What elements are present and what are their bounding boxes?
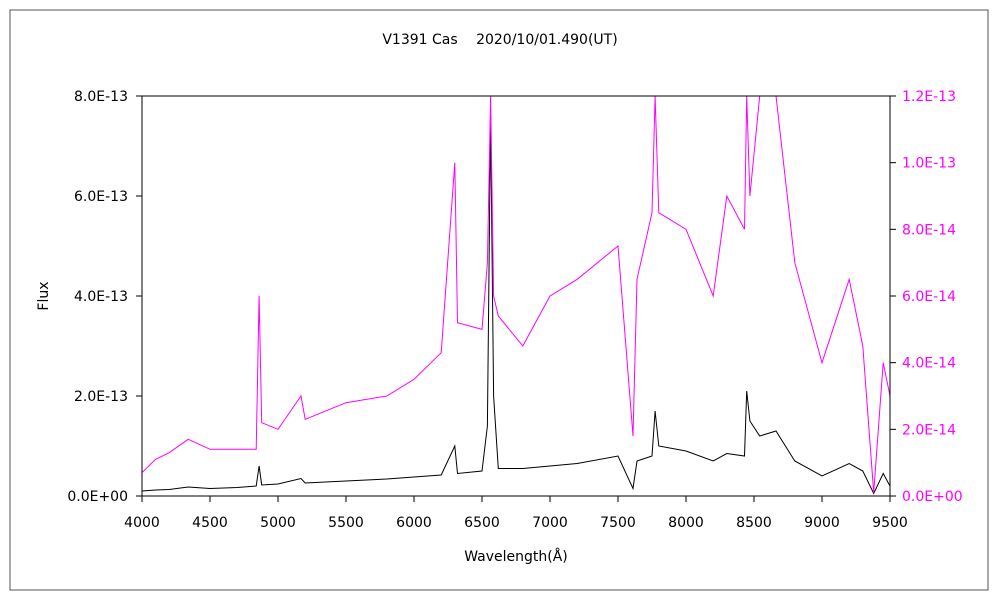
x-tick-label: 6000 xyxy=(396,515,432,531)
x-axis: 4000 4500 5000 5500 6000 6500 7000 7500 8000 8500… xyxy=(124,496,908,531)
y2-tick-label: 4.0E-14 xyxy=(902,356,956,372)
y-tick-label: 8.0E-13 xyxy=(74,89,128,105)
x-tick-label: 5000 xyxy=(260,515,296,531)
y2-tick-label: 0.0E+00 xyxy=(902,489,963,505)
x-tick-label: 9500 xyxy=(872,515,908,531)
y-tick-label: 2.0E-13 xyxy=(74,389,128,405)
y2-tick-label: 2.0E-14 xyxy=(902,422,956,438)
y2-tick-label: 8.0E-14 xyxy=(902,222,956,238)
y2-tick-label: 1.0E-13 xyxy=(902,156,956,172)
series-line-left xyxy=(142,115,890,495)
y-axis-label: Flux xyxy=(36,281,52,310)
x-tick-label: 8500 xyxy=(736,515,772,531)
x-tick-label: 9000 xyxy=(804,515,840,531)
x-tick-label: 8000 xyxy=(668,515,704,531)
x-axis-label: Wavelength(Å) xyxy=(464,548,568,565)
x-tick-label: 4000 xyxy=(124,515,160,531)
x-tick-label: 4500 xyxy=(192,515,228,531)
y-tick-label: 0.0E+00 xyxy=(67,489,128,505)
y-tick-label: 4.0E-13 xyxy=(74,289,128,305)
x-tick-label: 6500 xyxy=(464,515,500,531)
left-axis: 0.0E+00 2.0E-13 4.0E-13 6.0E-13 8.0E-13 xyxy=(67,89,142,505)
y2-tick-label: 1.2E-13 xyxy=(902,89,956,105)
x-tick-label: 7000 xyxy=(532,515,568,531)
series-line-right xyxy=(142,96,890,493)
plot-area xyxy=(142,96,890,495)
y2-tick-label: 6.0E-14 xyxy=(902,289,956,305)
right-axis: 0.0E+00 2.0E-14 4.0E-14 6.0E-14 8.0E-14 1.0E-… xyxy=(890,89,963,505)
chart-title: V1391 Cas 2020/10/01.490(UT) xyxy=(382,32,617,48)
x-tick-label: 7500 xyxy=(600,515,636,531)
outer-frame xyxy=(9,9,989,591)
y-tick-label: 6.0E-13 xyxy=(74,189,128,205)
x-tick-label: 5500 xyxy=(328,515,364,531)
